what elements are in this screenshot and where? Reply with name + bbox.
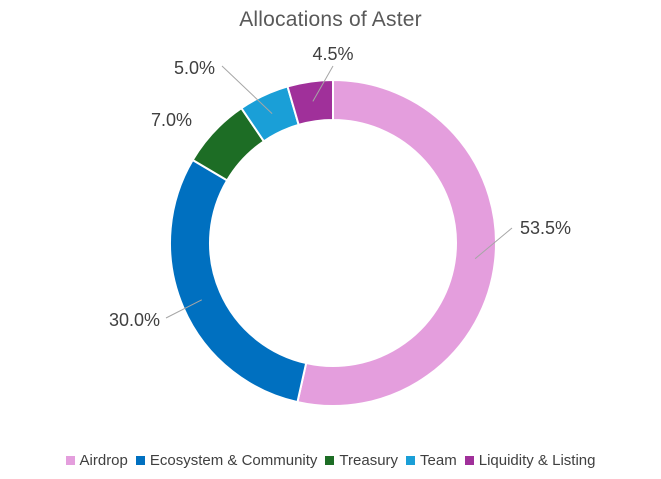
chart-title: Allocations of Aster — [239, 8, 422, 31]
data-label: 5.0% — [174, 58, 215, 78]
leader-line — [165, 299, 202, 319]
leader-line — [474, 227, 513, 260]
legend-item: Team — [406, 452, 457, 469]
leader-line — [221, 65, 273, 114]
data-label: 53.5% — [520, 218, 571, 238]
data-label: 30.0% — [109, 310, 160, 330]
legend-swatch — [406, 456, 416, 465]
slice-liquidity-listing — [286, 78, 334, 127]
leader-line — [312, 65, 334, 102]
legend-label: Ecosystem & Community — [149, 452, 318, 469]
legend-item: Liquidity & Listing — [464, 452, 596, 469]
legend-label: Team — [420, 452, 457, 469]
legend-label: Airdrop — [79, 452, 128, 469]
data-label: 7.0% — [151, 110, 192, 130]
legend-label: Treasury — [339, 452, 399, 469]
legend-label: Liquidity & Listing — [478, 452, 596, 469]
legend-swatch — [135, 456, 145, 465]
legend-item: Ecosystem & Community — [135, 452, 318, 469]
slice-ecosystem-community — [169, 158, 308, 404]
donut-slices — [169, 78, 497, 407]
legend-item: Treasury — [325, 452, 398, 469]
legend: Airdrop Ecosystem & Community Treasury Team… — [0, 452, 661, 469]
data-labels: 53.5% 30.0% 7.0% 5.0% 4.5% — [109, 44, 571, 330]
slice-airdrop — [296, 78, 497, 407]
legend-swatch — [65, 456, 75, 465]
legend-swatch — [464, 456, 474, 465]
legend-item: Airdrop — [65, 452, 128, 469]
data-label: 4.5% — [312, 44, 353, 64]
leader-lines — [165, 65, 513, 319]
legend-swatch — [325, 456, 335, 465]
